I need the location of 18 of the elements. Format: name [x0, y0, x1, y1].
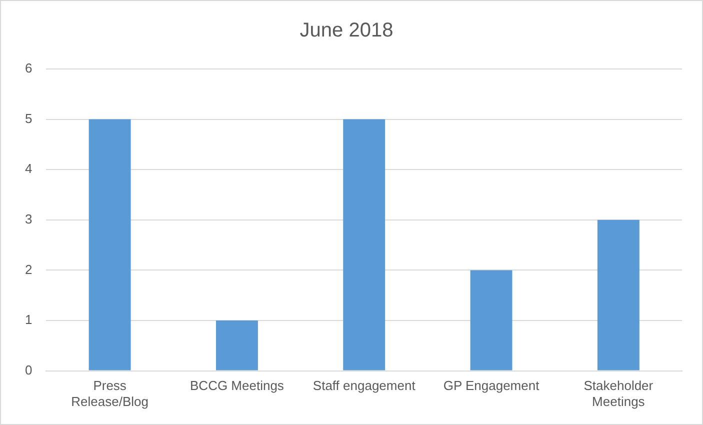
y-tick-label: 2 — [24, 262, 32, 277]
y-tick-label: 5 — [24, 110, 32, 126]
bar — [343, 119, 386, 370]
x-tick-label: Stakeholder Meetings — [584, 378, 654, 409]
x-tick-label: Staff engagement — [312, 378, 416, 394]
chart-title: June 2018 — [300, 20, 394, 42]
x-tick-label: BCCG Meetings — [190, 378, 284, 394]
x-tick-label: Press Release/Blog — [71, 378, 148, 409]
y-tick-label: 3 — [24, 211, 32, 226]
bar — [88, 119, 131, 370]
y-tick-label: 0 — [24, 362, 32, 378]
y-tick-label: 4 — [24, 161, 32, 176]
y-tick-label: 6 — [24, 60, 32, 76]
y-tick-label: 1 — [24, 312, 32, 328]
x-tick-label: GP Engagement — [443, 378, 540, 394]
bar — [470, 270, 512, 370]
bar — [216, 320, 258, 370]
bar — [597, 220, 640, 370]
